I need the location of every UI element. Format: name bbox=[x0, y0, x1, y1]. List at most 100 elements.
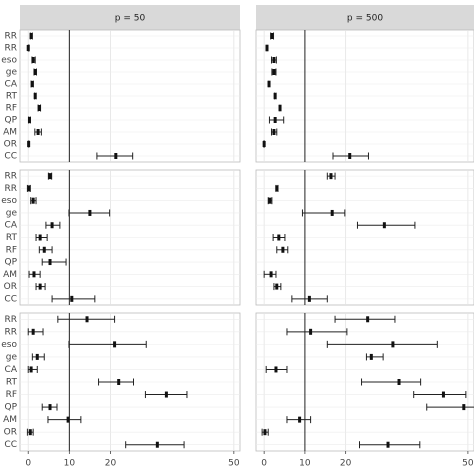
point bbox=[38, 234, 42, 241]
point bbox=[50, 222, 54, 229]
y-tick-label: CC bbox=[4, 152, 17, 162]
panel-marks bbox=[26, 32, 134, 160]
panel-marks bbox=[26, 172, 111, 303]
y-tick-label: QP bbox=[4, 258, 17, 268]
y-tick-label: RR bbox=[4, 184, 17, 194]
y-tick-label: AM bbox=[3, 270, 17, 280]
point bbox=[37, 105, 41, 111]
point bbox=[117, 379, 121, 385]
point bbox=[272, 129, 276, 135]
point bbox=[33, 69, 37, 75]
y-tick-label: AM bbox=[3, 128, 17, 138]
point bbox=[42, 246, 46, 253]
point bbox=[155, 441, 159, 448]
point bbox=[397, 379, 401, 385]
y-tick-label: OR bbox=[4, 282, 17, 292]
facet-strip bbox=[256, 5, 474, 30]
point bbox=[348, 153, 352, 159]
y-tick-label: CA bbox=[5, 221, 18, 231]
point bbox=[29, 33, 33, 39]
point bbox=[113, 341, 117, 348]
point bbox=[462, 404, 466, 411]
point bbox=[274, 366, 278, 373]
x-tick-label: 20 bbox=[340, 459, 352, 469]
y-tick-label: RF bbox=[6, 245, 17, 255]
point bbox=[281, 246, 285, 253]
panel-marks bbox=[26, 315, 188, 449]
point bbox=[330, 209, 334, 216]
point bbox=[70, 295, 74, 302]
x-tick-label: 20 bbox=[105, 459, 117, 469]
y-tick-label: RT bbox=[6, 233, 18, 243]
facet-strip bbox=[20, 5, 240, 30]
point bbox=[31, 197, 35, 204]
point bbox=[85, 316, 89, 323]
panel-marks bbox=[262, 32, 369, 160]
point bbox=[31, 328, 35, 335]
point bbox=[27, 185, 31, 192]
point bbox=[262, 141, 266, 147]
point bbox=[30, 81, 34, 87]
point bbox=[269, 271, 273, 278]
point bbox=[275, 185, 279, 192]
y-tick-label: ge bbox=[6, 208, 18, 218]
point bbox=[32, 271, 36, 278]
point bbox=[48, 259, 52, 266]
x-tick-label: 0 bbox=[261, 459, 267, 469]
facet-label: p = 50 bbox=[115, 14, 146, 24]
point bbox=[278, 105, 282, 111]
point bbox=[391, 341, 395, 348]
y-tick-label: RR bbox=[4, 32, 17, 42]
x-tick-label: 50 bbox=[228, 459, 240, 469]
y-tick-label: QP bbox=[4, 403, 17, 413]
y-tick-label: ge bbox=[6, 352, 18, 362]
point bbox=[27, 141, 31, 147]
y-tick-label: eso bbox=[1, 56, 17, 66]
y-tick-label: RR bbox=[4, 327, 17, 337]
y-tick-label: ge bbox=[6, 68, 18, 78]
y-tick-label: RR bbox=[4, 315, 17, 325]
y-tick-label: QP bbox=[4, 116, 17, 126]
y-tick-label: RR bbox=[4, 172, 17, 182]
point bbox=[265, 45, 269, 51]
point bbox=[441, 391, 445, 398]
y-tick-label: eso bbox=[1, 196, 17, 206]
point bbox=[277, 234, 281, 241]
point bbox=[382, 222, 386, 229]
point bbox=[114, 153, 118, 159]
point bbox=[263, 429, 267, 436]
point bbox=[29, 366, 33, 373]
y-tick-label: CC bbox=[4, 294, 17, 304]
y-tick-label: RT bbox=[6, 92, 18, 102]
point bbox=[273, 93, 277, 99]
point bbox=[33, 93, 37, 99]
point bbox=[38, 283, 42, 290]
point bbox=[88, 209, 92, 216]
facet-label: p = 500 bbox=[347, 14, 383, 24]
point bbox=[267, 81, 271, 87]
y-tick-label: CA bbox=[5, 365, 18, 375]
point bbox=[309, 328, 313, 335]
y-tick-label: RF bbox=[6, 104, 17, 114]
point bbox=[270, 33, 274, 39]
point bbox=[369, 353, 373, 360]
x-tick-label: 10 bbox=[299, 459, 311, 469]
x-tick-label: 10 bbox=[64, 459, 76, 469]
y-tick-label: CA bbox=[5, 80, 18, 90]
point bbox=[35, 353, 39, 360]
point bbox=[275, 283, 279, 290]
y-tick-label: eso bbox=[1, 340, 17, 350]
y-tick-label: RF bbox=[6, 390, 17, 400]
point bbox=[31, 57, 35, 63]
point bbox=[164, 391, 168, 398]
point bbox=[66, 416, 70, 423]
point bbox=[298, 416, 302, 423]
panel-marks bbox=[263, 172, 416, 303]
point bbox=[268, 197, 272, 204]
y-tick-label: OR bbox=[4, 428, 17, 438]
point bbox=[48, 404, 52, 411]
point bbox=[366, 316, 370, 323]
point bbox=[27, 117, 31, 123]
point bbox=[386, 441, 390, 448]
